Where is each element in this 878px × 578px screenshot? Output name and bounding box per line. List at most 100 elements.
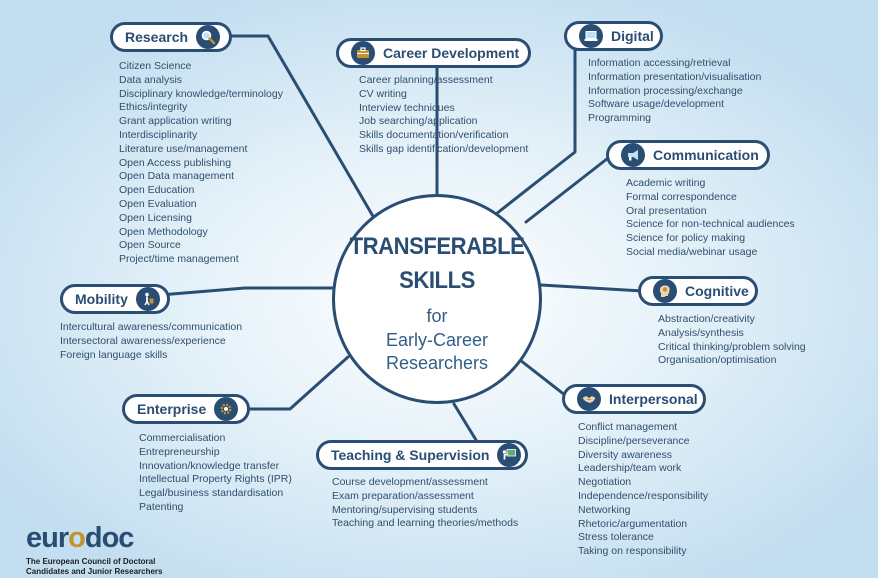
list-item: Open Methodology [119,225,208,238]
list-item: Intersectoral awareness/experience [60,334,226,347]
list-item: Patenting [139,500,184,513]
handshake-icon [577,387,601,411]
list-item: Information presentation/visualisation [588,70,762,83]
enterprise-skill-list: Commercialisation Entrepreneurship Innov… [139,432,292,515]
list-item: Information accessing/retrieval [588,57,731,69]
list-item: Project/time management [119,253,239,266]
list-item: Skills gap identification/development [359,142,529,155]
category-cognitive: Cognitive [638,276,758,306]
connector-enterprise [238,355,350,411]
center-circle [332,194,542,404]
traveller-icon [135,287,160,311]
list-item: Negotiation [578,476,632,489]
list-item: Data analysis [119,73,183,86]
category-research-label: Research [125,29,189,45]
list-item: Ethics/integrity [119,101,188,114]
communication-skill-list: Academic writing Formal correspondence O… [626,177,795,260]
megaphone-icon [621,143,645,167]
category-digital-label: Digital [611,28,654,44]
list-item: Science for policy making [626,232,746,245]
digital-skill-list: Information accessing/retrieval Informat… [588,57,761,126]
teaching-skill-list: Course development/assessment Exam prepa… [332,476,518,531]
list-item: Oral presentation [626,204,707,217]
category-interpersonal: Interpersonal [562,384,706,414]
list-item: Rhetoric/argumentation [578,517,688,530]
list-item: Networking [578,503,631,516]
career-skill-list: Career planning/assessment CV writing In… [359,74,528,157]
list-item: Open Source [119,239,181,252]
list-item: Science for non-technical audiences [626,218,795,231]
list-item: Open Licensing [119,211,192,224]
center-researchers: Researchers [385,353,489,373]
list-item: Critical thinking/problem solving [658,340,806,353]
list-item: Open Data management [119,170,234,183]
list-item: Programming [588,112,652,125]
connector-teaching [452,402,478,442]
list-item: Disciplinary knowledge/terminology [119,87,283,100]
list-item: Exam preparation/assessment [332,489,474,502]
list-item: Stress tolerance [578,531,654,544]
list-item: Grant application writing [119,115,232,128]
category-enterprise: Enterprise [122,394,250,424]
category-career-label: Career Development [383,45,520,61]
brain-head-icon [653,279,677,303]
list-item: Citizen Science [119,60,192,72]
list-item: Analysis/synthesis [658,326,744,339]
category-mobility-label: Mobility [75,291,128,307]
list-item: Software usage/development [588,98,725,111]
category-interpersonal-label: Interpersonal [609,391,698,407]
list-item: Open Access publishing [119,156,232,169]
gear-icon [214,397,239,421]
list-item: Organisation/optimisation [658,354,777,367]
list-item: Innovation/knowledge transfer [139,459,280,472]
list-item: Leadership/team work [578,462,682,475]
connector-mobility [158,286,335,297]
connector-communication [524,153,614,224]
center-title-line1: TRANSFERABLE [349,233,525,260]
category-mobility: Mobility [60,284,170,314]
list-item: Teaching and learning theories/methods [332,517,519,530]
laptop-icon [579,24,603,48]
list-item: Information processing/exchange [588,84,743,97]
list-item: Taking on responsibility [578,545,687,558]
list-item: Intellectual Property Rights (IPR) [139,473,292,486]
list-item: Intercultural awareness/communication [60,321,243,333]
mobility-skill-list: Intercultural awareness/communication In… [60,321,242,362]
briefcase-icon [351,41,375,65]
cognitive-skill-list: Abstraction/creativity Analysis/synthesi… [658,313,806,368]
list-item: Abstraction/creativity [658,313,755,325]
list-item: Career planning/assessment [359,74,493,86]
list-item: Entrepreneurship [139,445,220,458]
list-item: Open Education [119,184,195,197]
list-item: Mentoring/supervising students [332,503,478,516]
interpersonal-skill-list: Conflict management Discipline/persevera… [578,421,708,559]
list-item: Literature use/management [119,142,248,155]
list-item: Skills documentation/verification [359,129,509,142]
category-teaching-supervision: Teaching & Supervision [316,440,528,470]
teacher-board-icon [497,443,522,467]
eurodoc-logo: eurodoc [26,522,134,554]
list-item: Social media/webinar usage [626,245,758,258]
list-item: Interview techniques [359,101,455,114]
connector-cognitive [539,283,645,293]
list-item: Job searching/application [359,115,478,128]
list-item: Foreign language skills [60,348,168,361]
category-cognitive-label: Cognitive [685,283,749,299]
list-item: Course development/assessment [332,476,488,488]
category-enterprise-label: Enterprise [137,401,207,417]
list-item: Discipline/perseverance [578,434,690,447]
brand-tagline-2: Candidates and Junior Researchers [26,567,163,576]
center-early-career: Early-Career [385,330,489,350]
connector-interpersonal [518,358,572,401]
list-item: Diversity awareness [578,448,672,461]
center-for: for [426,306,448,326]
category-teaching-label: Teaching & Supervision [331,447,490,463]
connector-digital [494,34,577,216]
center-title-line2: SKILLS [399,267,475,294]
list-item: Formal correspondence [626,190,737,203]
magnifier-icon [196,25,221,49]
list-item: CV writing [359,87,407,100]
list-item: Independence/responsibility [578,489,709,502]
